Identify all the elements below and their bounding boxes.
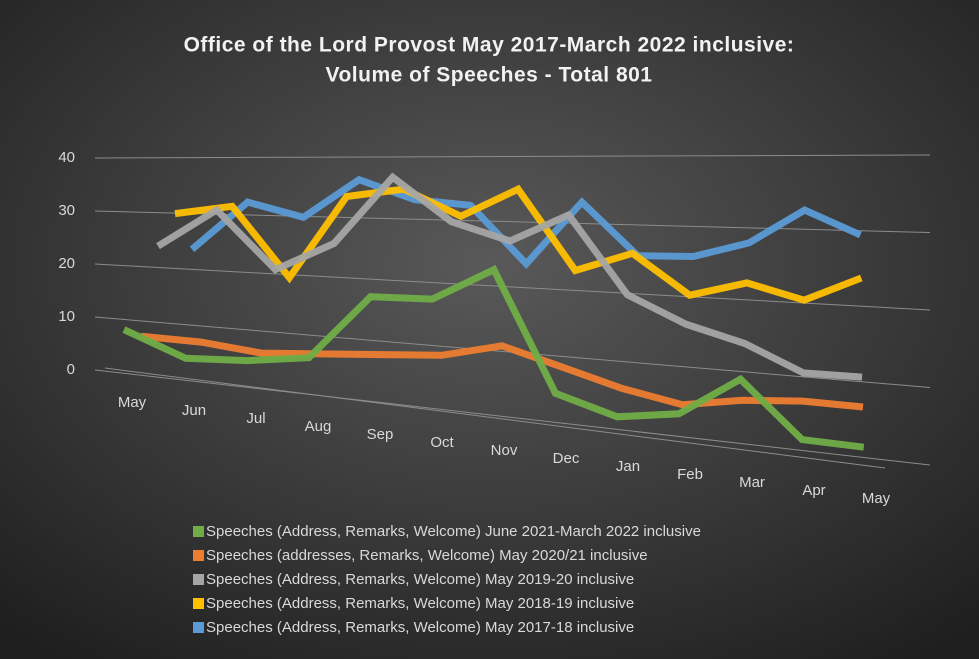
x-tick-label: May xyxy=(862,490,891,507)
x-tick-label: Aug xyxy=(305,418,332,435)
series-line xyxy=(122,265,865,451)
series-line xyxy=(156,172,863,381)
legend-label: Speeches (Address, Remarks, Welcome) May… xyxy=(206,619,634,636)
legend-swatch xyxy=(193,622,204,633)
y-tick-label: 40 xyxy=(58,149,75,166)
y-tick-label: 10 xyxy=(58,308,75,325)
x-axis xyxy=(104,367,886,469)
grid-line xyxy=(94,154,931,159)
x-tick-label: Jun xyxy=(182,402,206,419)
grid-line xyxy=(94,263,931,311)
y-tick-label: 30 xyxy=(58,202,75,219)
x-tick-label: Jul xyxy=(246,410,265,427)
x-tick-label: May xyxy=(118,394,147,411)
y-tick-label: 20 xyxy=(58,255,75,272)
legend-swatch xyxy=(193,550,204,561)
legend-label: Speeches (addresses, Remarks, Welcome) M… xyxy=(206,547,648,564)
chart-title: Office of the Lord Provost May 2017-Marc… xyxy=(184,34,795,57)
chart-subtitle: Volume of Speeches - Total 801 xyxy=(326,64,653,87)
x-tick-label: Feb xyxy=(677,466,703,483)
legend-swatch xyxy=(193,526,204,537)
series-line xyxy=(174,184,863,304)
x-tick-label: Oct xyxy=(430,434,454,451)
x-tick-label: Dec xyxy=(553,450,580,467)
legend-label: Speeches (Address, Remarks, Welcome) Jun… xyxy=(206,523,701,540)
series-line xyxy=(140,332,864,411)
legend-label: Speeches (Address, Remarks, Welcome) May… xyxy=(206,595,634,612)
x-tick-label: Sep xyxy=(367,426,394,443)
legend-label: Speeches (Address, Remarks, Welcome) May… xyxy=(206,571,634,588)
legend-swatch xyxy=(193,574,204,585)
x-tick-label: Nov xyxy=(491,442,518,459)
x-tick-label: Apr xyxy=(802,482,825,499)
x-tick-label: Jan xyxy=(616,458,640,475)
y-tick-label: 0 xyxy=(67,361,75,378)
series-line xyxy=(189,175,862,269)
grid-line xyxy=(94,369,931,466)
x-tick-label: Mar xyxy=(739,474,765,491)
legend-swatch xyxy=(193,598,204,609)
